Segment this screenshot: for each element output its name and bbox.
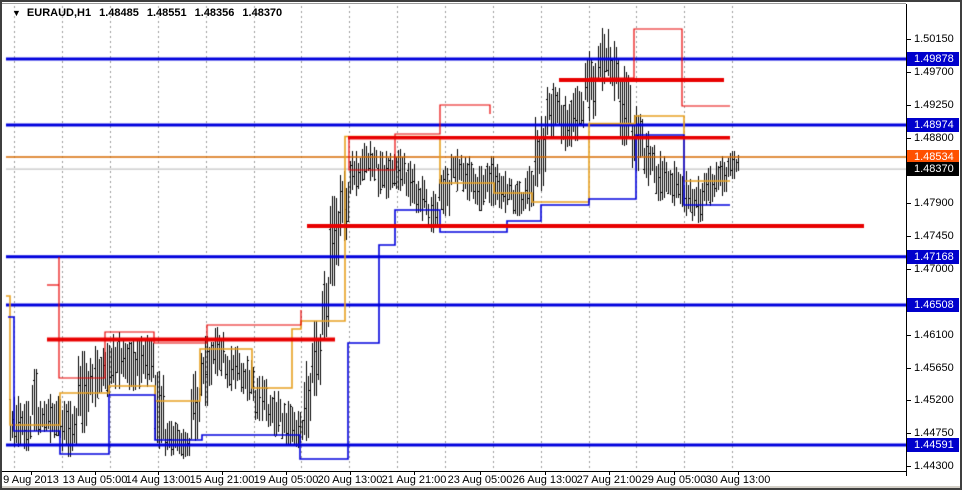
symbol-marker-icon: ▼ xyxy=(12,8,21,18)
price-tick-mark xyxy=(906,236,911,238)
time-tick-label: 27 Aug 21:00 xyxy=(576,474,642,486)
time-axis[interactable]: 9 Aug 2013 13 Aug 05:00 14 Aug 13:00 15 Aug… xyxy=(2,471,906,488)
ohlc-high-value: 1.48551 xyxy=(146,7,187,19)
price-level-badge: 1.46508 xyxy=(907,297,959,312)
price-tick-label: 1.44300 xyxy=(914,460,954,473)
price-tick-mark xyxy=(906,433,911,435)
time-tick-label: 13 Aug 05:00 xyxy=(62,474,128,486)
price-tick-label: 1.48800 xyxy=(914,131,954,144)
price-tick-mark xyxy=(906,367,911,369)
time-tick-mark xyxy=(738,472,739,475)
price-tick-label: 1.47900 xyxy=(914,197,954,210)
price-tick-mark xyxy=(906,466,911,468)
price-level-badge: 1.49878 xyxy=(907,51,959,66)
price-level-badge: 1.48534 xyxy=(907,150,959,165)
price-tick-label: 1.49700 xyxy=(914,65,954,78)
price-tick-label: 1.50150 xyxy=(914,33,954,46)
price-tick-label: 1.47450 xyxy=(914,230,954,243)
price-tick-label: 1.45650 xyxy=(914,361,954,374)
time-axis-line xyxy=(2,471,906,472)
ohlc-open-value: 1.48485 xyxy=(99,7,139,19)
chart-title: ▼ EURAUD,H1 1.48485 1.48551 1.48356 1.48… xyxy=(12,7,282,19)
time-tick-mark xyxy=(609,472,610,475)
price-tick-label: 1.47000 xyxy=(914,263,954,276)
time-tick-mark xyxy=(414,472,415,475)
time-tick-mark xyxy=(350,472,351,475)
price-level-badge: 1.48370 xyxy=(907,162,959,177)
price-tick-label: 1.49250 xyxy=(914,98,954,111)
price-tick-mark xyxy=(906,269,911,271)
time-tick-mark xyxy=(95,472,96,475)
price-tick-mark xyxy=(906,71,911,73)
price-tick-mark xyxy=(906,334,911,336)
time-tick-label: 19 Aug 05:00 xyxy=(253,474,319,486)
time-tick-label: 15 Aug 21:00 xyxy=(189,474,255,486)
price-tick-mark xyxy=(906,203,911,205)
time-tick-label: 30 Aug 13:00 xyxy=(705,474,771,486)
time-tick-mark xyxy=(286,472,287,475)
price-tick-label: 1.44750 xyxy=(914,427,954,440)
time-tick-label: 20 Aug 13:00 xyxy=(317,474,383,486)
time-tick-label: 23 Aug 05:00 xyxy=(447,474,513,486)
price-axis[interactable]: 1.50150 1.49700 1.49250 1.48800 1.47900 1.474… xyxy=(906,2,960,488)
time-tick-mark xyxy=(480,472,481,475)
window-bottom-frame xyxy=(2,486,960,488)
price-tick-label: 1.45200 xyxy=(914,394,954,407)
price-level-badge: 1.48974 xyxy=(907,117,959,132)
time-tick-mark xyxy=(222,472,223,475)
price-tick-mark xyxy=(906,39,911,41)
price-level-badge: 1.47168 xyxy=(907,249,959,264)
symbol-timeframe-label: EURAUD,H1 xyxy=(26,7,92,19)
time-tick-mark xyxy=(674,472,675,475)
price-tick-mark xyxy=(906,400,911,402)
ohlc-low-value: 1.48356 xyxy=(194,7,235,19)
time-tick-mark xyxy=(31,472,32,475)
price-tick-mark xyxy=(906,104,911,106)
time-tick-label: 29 Aug 05:00 xyxy=(641,474,707,486)
price-tick-label: 1.46100 xyxy=(914,328,954,341)
time-tick-mark xyxy=(545,472,546,475)
time-tick-mark xyxy=(158,472,159,475)
time-tick-label: 21 Aug 21:00 xyxy=(381,474,447,486)
price-level-badge: 1.44591 xyxy=(907,437,959,452)
time-tick-label: 26 Aug 13:00 xyxy=(512,474,578,486)
ohlc-close-value: 1.48370 xyxy=(242,7,283,19)
price-axis-line xyxy=(906,4,907,476)
time-tick-label: 9 Aug 2013 xyxy=(3,474,59,486)
time-tick-label: 14 Aug 13:00 xyxy=(125,474,191,486)
price-tick-mark xyxy=(906,137,911,139)
